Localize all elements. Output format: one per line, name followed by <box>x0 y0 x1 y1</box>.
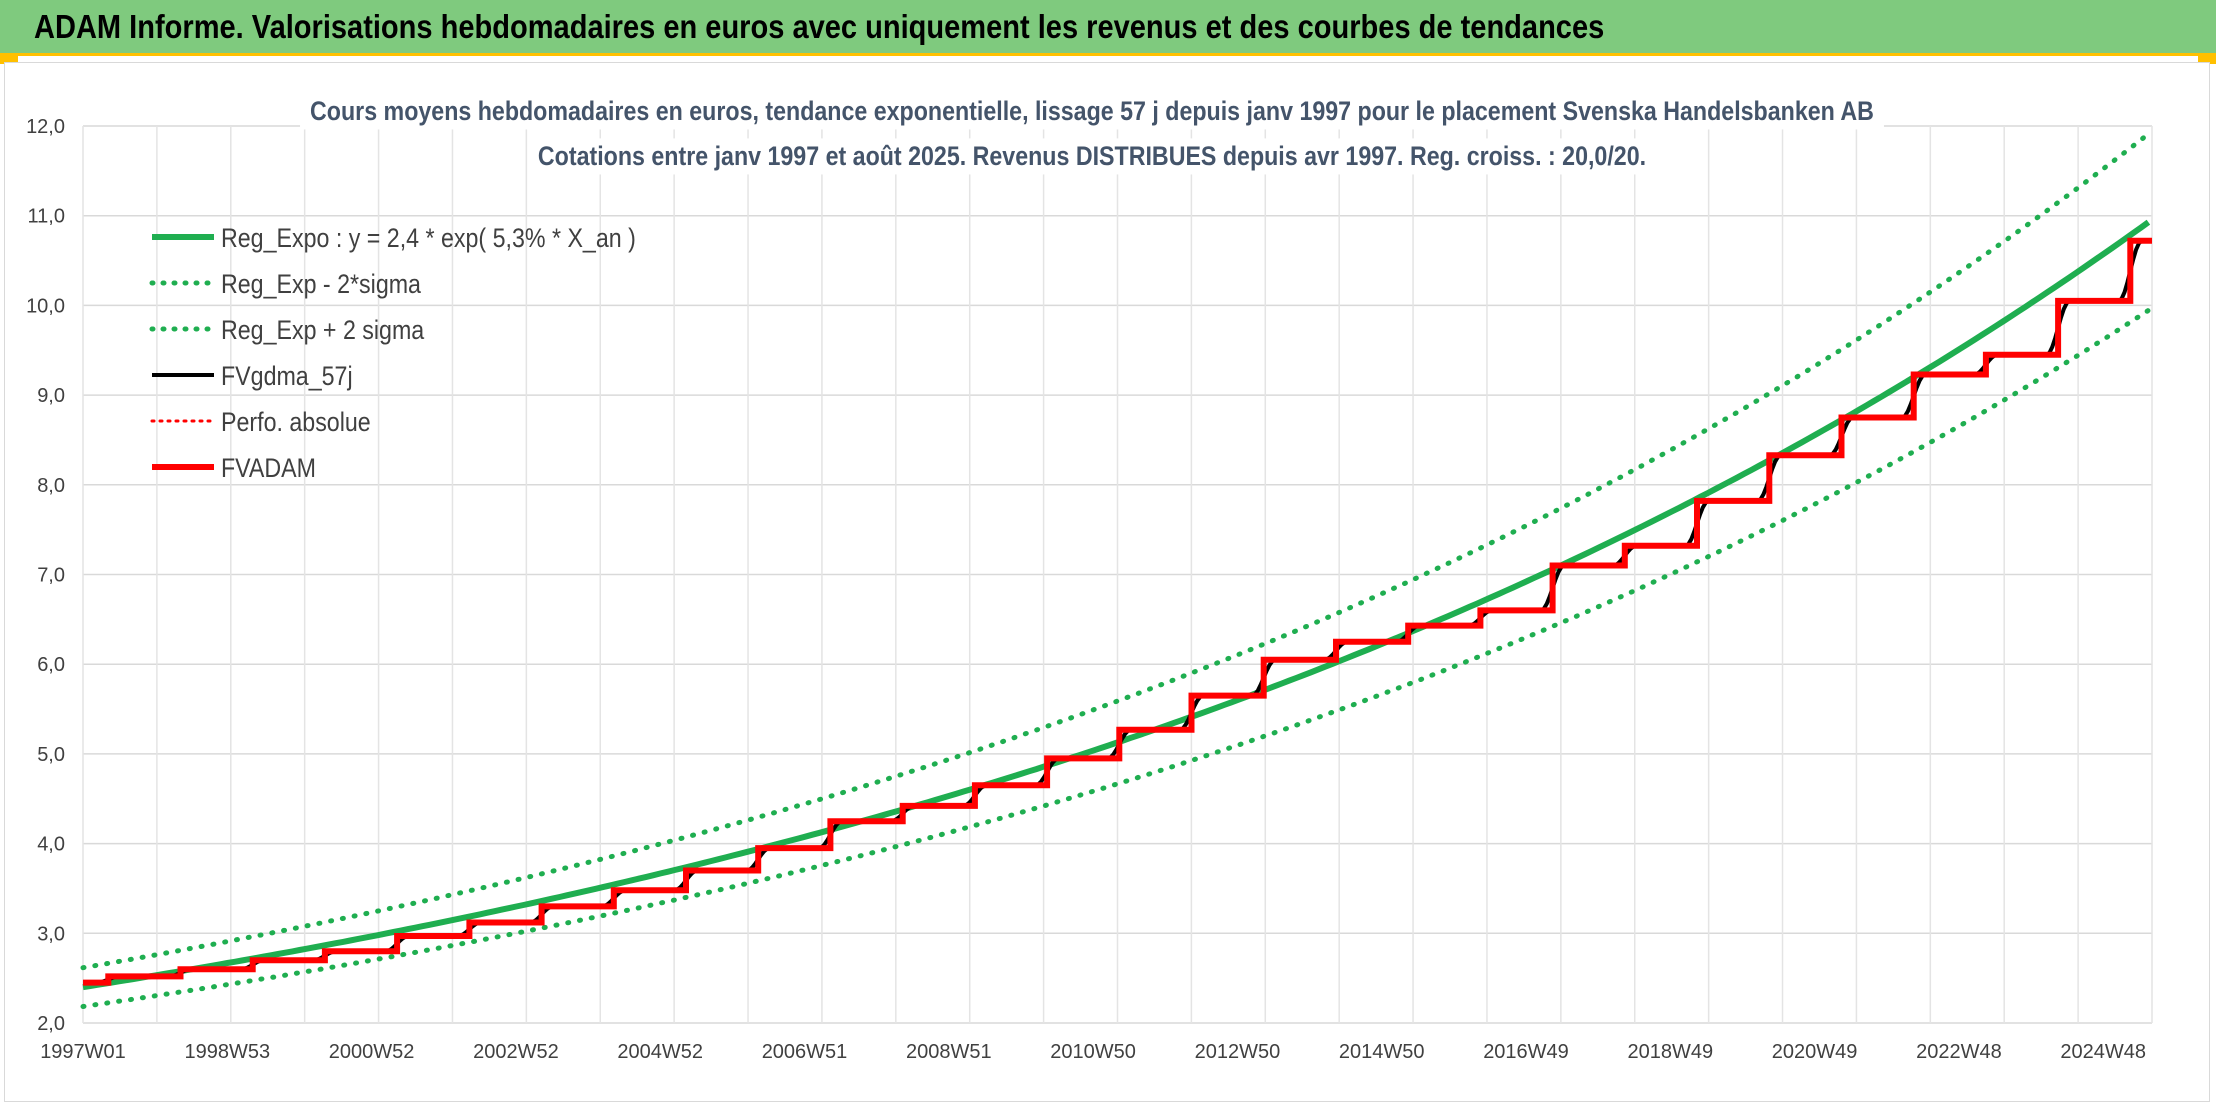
app-title: ADAM Informe. Valorisations hebdomadaire… <box>34 8 1605 45</box>
x-tick-label: 2006W51 <box>762 1041 848 1063</box>
x-tick-label: 2014W50 <box>1339 1041 1425 1063</box>
legend-label: Reg_Exp + 2 sigma <box>221 315 424 345</box>
chart-area <box>4 62 2210 1102</box>
series-reg-minus-2sigma <box>80 307 2151 1009</box>
chart-grid <box>82 125 2153 1024</box>
x-tick-label: 2022W48 <box>1916 1041 2002 1063</box>
y-tick-label: 2,0 <box>37 1013 65 1035</box>
y-tick-label: 8,0 <box>37 475 65 497</box>
corner-marker-right <box>2198 56 2216 64</box>
y-tick-label: 11,0 <box>28 206 65 228</box>
chart-title-bg <box>527 138 1657 175</box>
legend-label: FVgdma_57j <box>221 361 353 391</box>
x-tick-label: 2020W49 <box>1772 1041 1858 1063</box>
x-tick-label: 2012W50 <box>1195 1041 1281 1063</box>
app-title-bar: ADAM Informe. Valorisations hebdomadaire… <box>0 0 2216 56</box>
x-tick-label: 2010W50 <box>1050 1041 1136 1063</box>
x-tick-label: 2004W52 <box>617 1041 703 1063</box>
x-tick-label: 1998W53 <box>184 1041 270 1063</box>
x-tick-label: 2018W49 <box>1627 1041 1713 1063</box>
x-tick-label: 2024W48 <box>2060 1041 2146 1063</box>
legend-label: Reg_Expo : y = 2,4 * exp( 5,3% * X_an ) <box>221 223 636 253</box>
legend-label: Reg_Exp - 2*sigma <box>221 269 421 299</box>
chart-legend: Reg_Expo : y = 2,4 * exp( 5,3% * X_an ) R… <box>149 223 636 483</box>
y-tick-label: 4,0 <box>37 834 65 856</box>
corner-marker-left <box>0 56 18 64</box>
series-reg-plus-2sigma <box>80 131 2151 971</box>
x-tick-label: 2016W49 <box>1483 1041 1569 1063</box>
y-tick-label: 10,0 <box>26 295 65 317</box>
y-tick-label: 12,0 <box>26 116 65 138</box>
y-tick-label: 7,0 <box>37 565 65 587</box>
chart-title-line: Cotations entre janv 1997 et août 2025. … <box>538 141 1646 171</box>
x-tick-label: 2008W51 <box>906 1041 992 1063</box>
legend-label: Perfo. absolue <box>221 407 371 437</box>
chart-axes: 2,0 3,0 4,0 5,0 6,0 7,0 8,0 9,0 10,0 11,0 12,0 1997… <box>26 116 2146 1063</box>
y-tick-label: 3,0 <box>37 923 65 945</box>
y-tick-label: 9,0 <box>37 385 65 407</box>
series-fvadam <box>83 237 2152 986</box>
x-tick-label: 2002W52 <box>473 1041 559 1063</box>
chart-title-bg <box>300 93 1884 130</box>
y-tick-label: 5,0 <box>37 744 65 766</box>
legend-label: FVADAM <box>221 453 316 483</box>
series-reg-expo <box>82 219 2151 991</box>
plot-lines <box>80 131 2152 1009</box>
y-tick-label: 6,0 <box>37 654 65 676</box>
x-tick-label: 2000W52 <box>329 1041 415 1063</box>
chart-title-block: Cours moyens hebdomadaires en euros, ten… <box>300 93 1884 175</box>
x-tick-label: 1997W01 <box>40 1041 126 1063</box>
chart-title-line: Cours moyens hebdomadaires en euros, ten… <box>310 96 1874 126</box>
